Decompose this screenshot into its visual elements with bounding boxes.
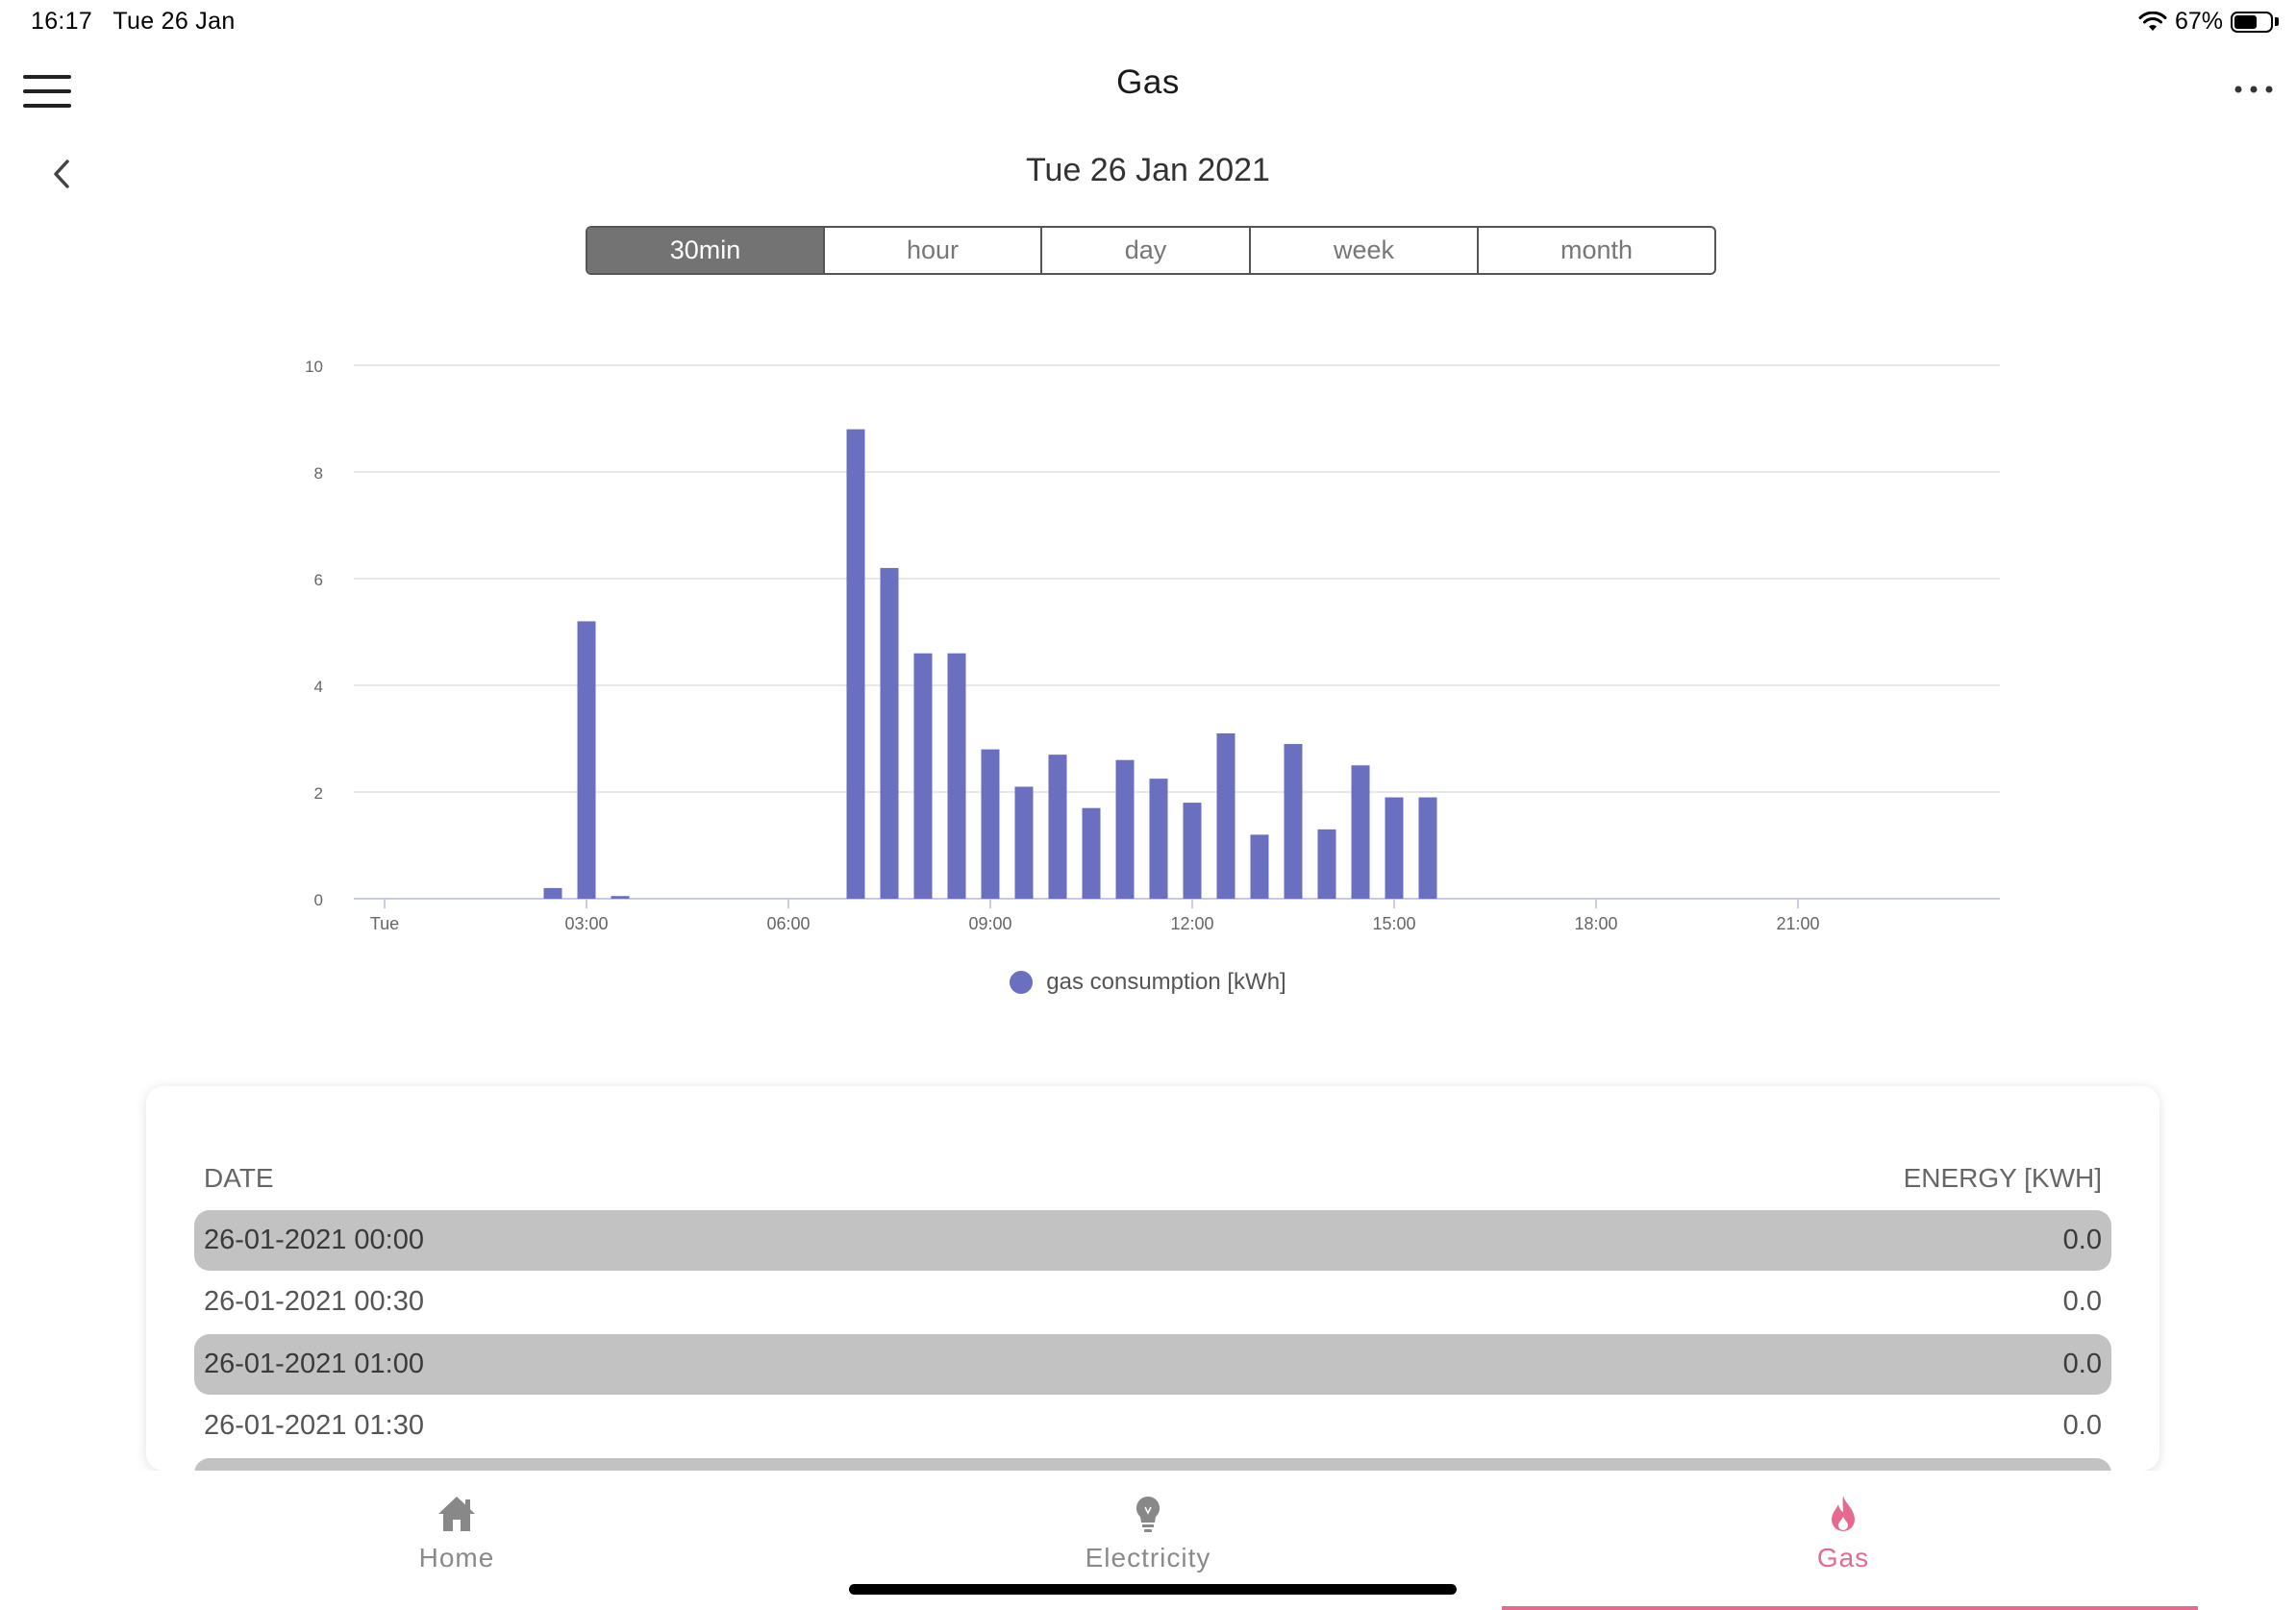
legend-dot: [1010, 971, 1034, 994]
table-header: DATE ENERGY [KWH]: [204, 1163, 2102, 1194]
chart-bar[interactable]: [1149, 779, 1168, 899]
period-segmented-control: 30min hour day week month: [586, 226, 1716, 275]
chart-bar[interactable]: [1284, 744, 1303, 899]
selected-date: Tue 26 Jan 2021: [1026, 152, 1270, 188]
chart-bar[interactable]: [1048, 755, 1067, 899]
row-date: 26-01-2021 01:30: [204, 1410, 424, 1441]
chart-bar[interactable]: [577, 621, 596, 899]
row-energy: 0.0: [2062, 1286, 2102, 1317]
bottom-tab-bar: Home Electricity Gas: [0, 1471, 2296, 1603]
chart-bar[interactable]: [543, 887, 562, 899]
status-bar-time: 16:17 Tue 26 Jan: [31, 8, 236, 36]
hamburger-menu-icon[interactable]: [23, 75, 71, 108]
tab-home-label: Home: [418, 1543, 495, 1573]
lightbulb-icon: [1136, 1496, 1160, 1532]
chart-bar[interactable]: [1183, 803, 1202, 899]
chart-bar[interactable]: [880, 567, 899, 899]
row-date: 26-01-2021 01:00: [204, 1349, 424, 1379]
chart-bar[interactable]: [1385, 797, 1404, 899]
tab-gas-label: Gas: [1816, 1543, 1870, 1573]
x-tick-label: 21:00: [1776, 914, 1819, 933]
more-options-icon[interactable]: [2233, 73, 2275, 106]
battery-tip: [2275, 17, 2279, 26]
table-row[interactable]: 26-01-2021 00:00 0.0: [194, 1210, 2111, 1271]
flame-icon: [1832, 1496, 1855, 1531]
row-energy: 0.0: [2062, 1410, 2102, 1441]
segment-week[interactable]: week: [1251, 228, 1479, 273]
column-header-date: DATE: [204, 1163, 274, 1193]
status-date: Tue 26 Jan: [112, 8, 236, 35]
table-row[interactable]: 26-01-2021 01:30 0.0: [194, 1396, 2111, 1456]
chart-bar[interactable]: [1115, 759, 1135, 899]
home-indicator: [849, 1584, 1457, 1595]
table-row[interactable]: 26-01-2021 01:00 0.0: [194, 1334, 2111, 1395]
y-tick-label: 6: [314, 571, 323, 589]
y-tick-label: 0: [314, 891, 323, 909]
table-row[interactable]: 26-01-2021 00:30 0.0: [194, 1272, 2111, 1332]
chart-bar[interactable]: [1216, 732, 1235, 899]
x-tick-label: 12:00: [1170, 914, 1213, 933]
tab-electricity-label: Electricity: [1085, 1543, 1211, 1573]
chart-bar[interactable]: [1351, 765, 1370, 899]
segment-hour[interactable]: hour: [825, 228, 1042, 273]
page-title: Gas: [1116, 63, 1180, 101]
active-tab-underline: [1502, 1606, 2198, 1610]
energy-table-card: DATE ENERGY [KWH] 26-01-2021 00:00 0.0 2…: [146, 1086, 2159, 1471]
battery-icon: [2231, 11, 2273, 33]
x-tick-label: 18:00: [1574, 914, 1617, 933]
chart-bar[interactable]: [981, 749, 1000, 899]
row-energy: 0.0: [2062, 1225, 2102, 1255]
segment-month[interactable]: month: [1560, 235, 1634, 264]
status-bar-right: 67%: [2138, 8, 2279, 36]
row-date: 26-01-2021 00:30: [204, 1286, 424, 1317]
segment-day[interactable]: day: [1042, 228, 1251, 273]
x-tick-label: Tue: [370, 914, 399, 933]
wifi-icon: [2138, 11, 2167, 31]
chart-bar[interactable]: [1317, 829, 1336, 899]
y-tick-label: 2: [314, 784, 323, 803]
x-tick-label: 06:00: [766, 914, 810, 933]
table-row-partial[interactable]: [194, 1458, 2111, 1471]
status-time: 16:17: [31, 8, 93, 35]
y-tick-label: 4: [314, 678, 323, 696]
chart-bar[interactable]: [1250, 834, 1269, 899]
chart-legend: gas consumption [kWh]: [0, 969, 2296, 996]
x-tick-label: 15:00: [1372, 914, 1415, 933]
column-header-energy: ENERGY [KWH]: [1903, 1163, 2102, 1193]
home-icon: [438, 1497, 475, 1531]
row-date: 26-01-2021 00:00: [204, 1225, 424, 1255]
battery-percent: 67%: [2174, 8, 2223, 35]
x-tick-label: 03:00: [564, 914, 608, 933]
chart-bar[interactable]: [1014, 786, 1034, 899]
legend-label: gas consumption [kWh]: [1046, 969, 1286, 995]
y-tick-label: 8: [314, 464, 323, 483]
row-energy: 0.0: [2062, 1349, 2102, 1379]
tab-electricity[interactable]: Electricity: [956, 1494, 1340, 1573]
gas-consumption-chart: 0 2 4 6 8 10 Tue 03:00 06:00 09:00 12:00 15:00 18:00…: [305, 358, 2000, 933]
chart-bar[interactable]: [1418, 797, 1437, 899]
y-tick-label: 10: [305, 358, 323, 376]
tab-gas[interactable]: Gas: [1651, 1494, 2035, 1573]
segment-30min[interactable]: 30min: [587, 228, 825, 273]
chart-bar[interactable]: [846, 429, 865, 899]
x-tick-label: 09:00: [968, 914, 1011, 933]
chart-bar[interactable]: [1082, 807, 1101, 899]
chart-bar[interactable]: [611, 896, 630, 899]
tab-home[interactable]: Home: [264, 1494, 649, 1573]
chart-bar[interactable]: [913, 653, 933, 899]
chart-bar[interactable]: [947, 653, 966, 899]
back-chevron-icon[interactable]: [46, 154, 79, 194]
